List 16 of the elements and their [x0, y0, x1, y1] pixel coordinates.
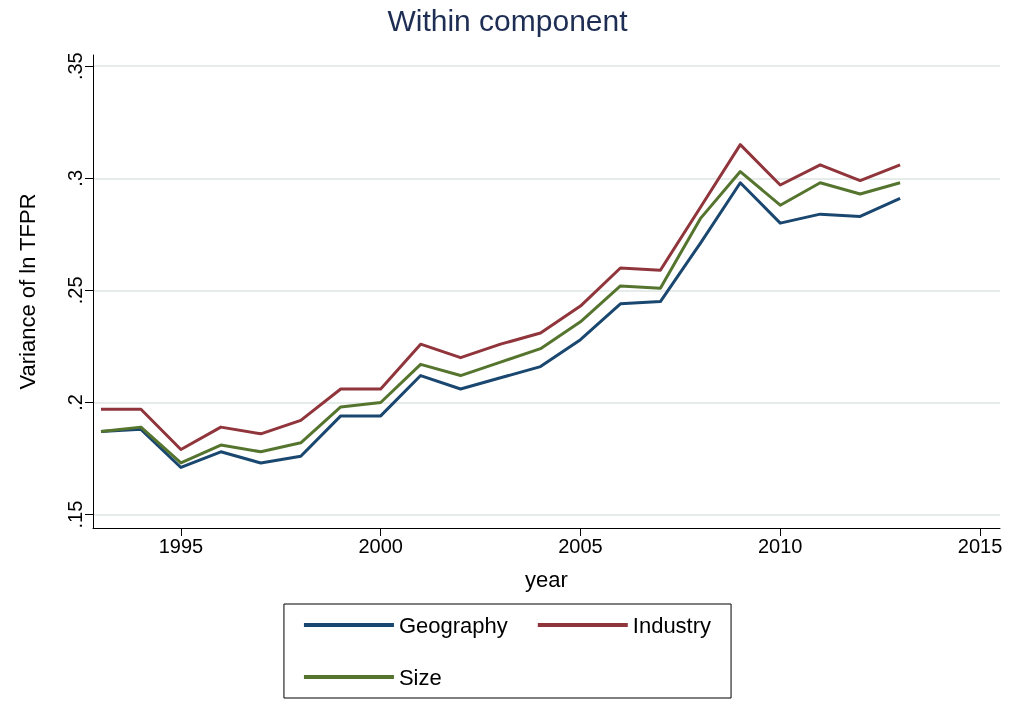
- chart-title: Within component: [387, 3, 629, 37]
- x-tick-label: 2000: [358, 535, 403, 557]
- legend-label: Industry: [632, 612, 712, 638]
- y-axis-title: Variance of ln TFPR: [14, 193, 40, 390]
- x-tick-label: 2005: [558, 535, 603, 557]
- x-axis-title: year: [525, 566, 568, 592]
- y-tick-label: .3: [64, 169, 86, 187]
- y-tick-label: .2: [64, 394, 86, 411]
- legend-label: Geography: [398, 612, 508, 638]
- y-tick-label: .35: [64, 52, 86, 81]
- x-tick-label: 2015: [957, 535, 1003, 557]
- x-tick-label: 1995: [158, 535, 204, 557]
- y-tick-label: .15: [64, 500, 86, 529]
- y-tick-label: .25: [64, 276, 86, 305]
- legend-label: Size: [398, 664, 442, 690]
- x-tick-label: 2010: [757, 535, 803, 557]
